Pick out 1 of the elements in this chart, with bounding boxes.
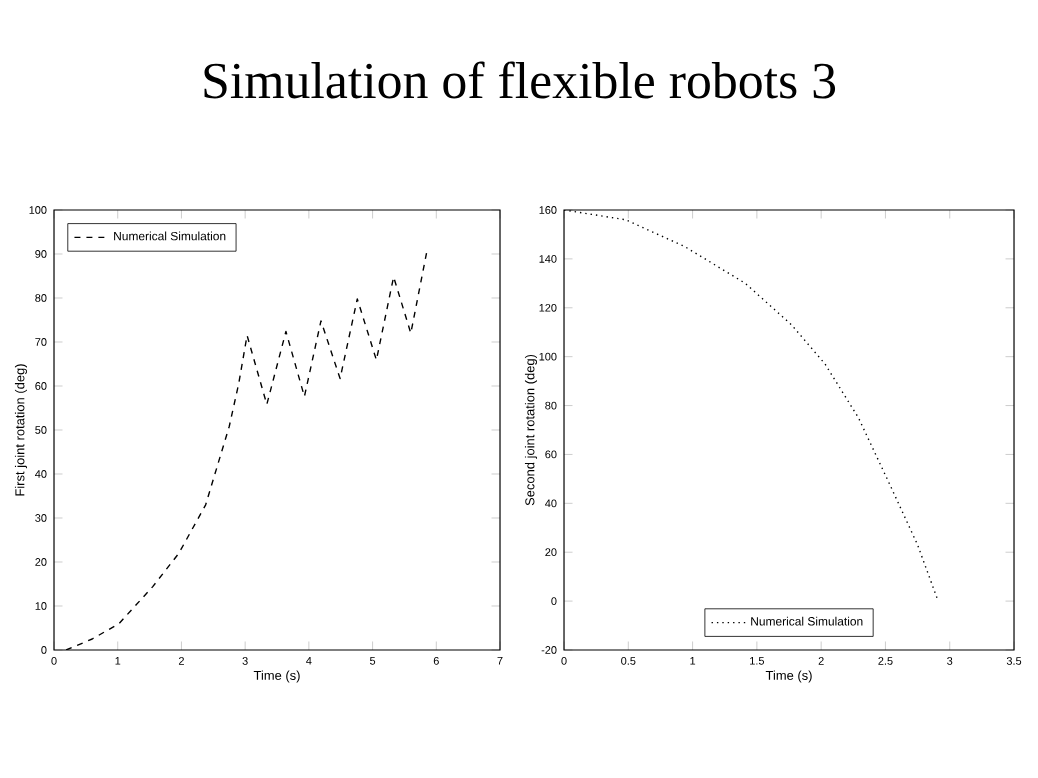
- chart-title: Simulation of flexible robots 3: [204, 61, 836, 99]
